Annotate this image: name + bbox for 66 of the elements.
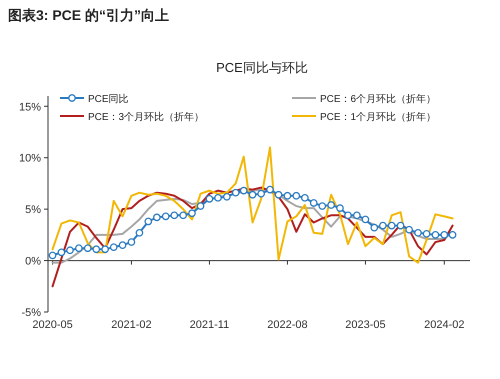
point <box>196 202 204 210</box>
point <box>284 192 292 200</box>
point <box>353 211 361 220</box>
point <box>301 194 309 202</box>
point <box>179 211 187 220</box>
point <box>188 209 196 218</box>
x-tick-label: 2022-08 <box>267 319 308 331</box>
x-tick-label: 2021-11 <box>190 319 230 331</box>
point <box>336 204 344 212</box>
point <box>362 216 370 224</box>
point <box>257 190 265 198</box>
point <box>266 186 274 194</box>
point <box>84 244 92 252</box>
point <box>170 211 178 220</box>
point <box>118 241 126 249</box>
line-series <box>52 186 454 288</box>
point <box>144 218 152 226</box>
point <box>327 201 335 209</box>
y-tick-label: 15% <box>18 101 42 114</box>
point <box>396 222 404 230</box>
point <box>318 202 326 210</box>
point <box>128 238 136 246</box>
y-tick-label: 5% <box>25 204 42 216</box>
point <box>370 224 378 232</box>
line-series <box>52 146 454 264</box>
point <box>48 252 56 260</box>
point <box>66 246 74 254</box>
point <box>248 190 256 199</box>
legend-label: PCE：6个月环比（折年） <box>320 93 436 105</box>
legend-label: PCE：3个月环比（折年） <box>88 111 204 123</box>
point <box>92 245 100 254</box>
point <box>162 212 170 220</box>
point <box>405 226 413 234</box>
x-tick-label: 2020-05 <box>32 319 73 331</box>
point <box>448 231 456 239</box>
chart-title: 图表3: PCE 的“引力”向上 <box>8 7 170 23</box>
point <box>344 211 352 220</box>
y-tick-label: -5% <box>21 307 42 319</box>
point <box>223 192 231 201</box>
x-tick-label: 2023-05 <box>345 319 386 331</box>
point <box>75 244 83 252</box>
point <box>136 228 144 237</box>
point <box>440 231 448 239</box>
point <box>58 248 66 256</box>
point <box>388 222 396 230</box>
point <box>110 243 118 252</box>
point <box>153 214 161 222</box>
y-tick-label: 0% <box>25 256 42 268</box>
point <box>414 228 422 237</box>
point <box>232 188 240 197</box>
chart-subtitle: PCE同比与环比 <box>216 60 308 75</box>
point <box>379 222 387 230</box>
point <box>310 199 318 207</box>
point <box>240 186 248 194</box>
y-tick-label: 10% <box>18 152 42 165</box>
x-tick-label: 2024-02 <box>424 319 464 331</box>
point <box>214 194 222 202</box>
point <box>206 195 214 203</box>
point <box>274 190 282 199</box>
point <box>432 231 440 239</box>
legend-label: PCE：1个月环比（折年） <box>320 111 436 123</box>
legend-label: PCE同比 <box>88 93 129 105</box>
point <box>292 192 300 200</box>
x-tick-label: 2021-02 <box>111 319 152 331</box>
point <box>101 245 109 254</box>
point <box>422 230 430 238</box>
